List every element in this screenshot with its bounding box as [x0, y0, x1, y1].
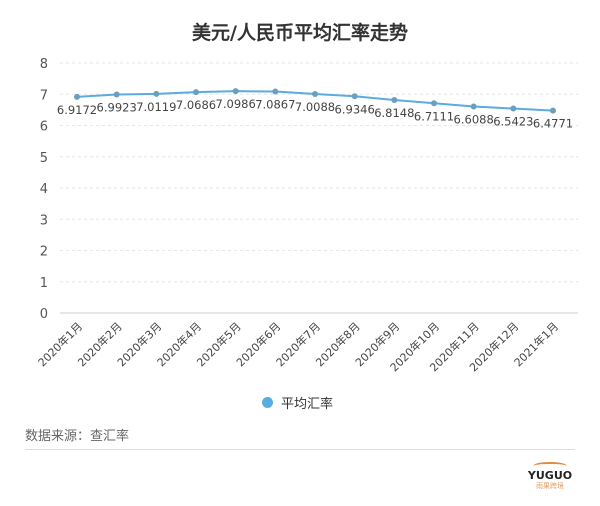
- data-label: 6.8148: [374, 106, 414, 120]
- y-tick-label: 5: [40, 151, 48, 166]
- data-label: 7.0119: [136, 100, 176, 114]
- y-tick-label: 8: [40, 57, 48, 72]
- divider: [25, 449, 575, 450]
- data-point: [312, 90, 318, 97]
- data-label: 6.6088: [454, 112, 494, 126]
- line-chart: 0123456782020年1月2020年2月2020年3月2020年4月202…: [35, 57, 578, 374]
- data-point: [232, 88, 239, 95]
- y-tick-label: 0: [40, 307, 48, 322]
- data-label: 7.0686: [176, 98, 216, 112]
- data-source: 数据来源：查汇率: [25, 429, 130, 444]
- y-tick-label: 4: [40, 182, 48, 197]
- data-point: [510, 105, 517, 112]
- data-point: [431, 100, 437, 107]
- data-label: 7.0986: [216, 97, 256, 111]
- data-label: 6.5423: [493, 115, 533, 129]
- data-point: [550, 107, 556, 114]
- data-label: 6.9172: [57, 103, 97, 117]
- y-tick-label: 2: [40, 245, 48, 260]
- legend-marker: [262, 397, 273, 408]
- data-label: 7.0867: [255, 98, 295, 112]
- yuguo-logo: YUGUO 雨果跨境: [525, 462, 575, 491]
- y-tick-label: 7: [40, 88, 48, 103]
- data-point: [272, 88, 279, 95]
- data-label: 7.0088: [295, 100, 335, 114]
- data-point: [74, 93, 80, 100]
- data-label: 6.4771: [533, 117, 573, 131]
- y-tick-label: 1: [40, 276, 48, 291]
- data-point: [193, 89, 199, 96]
- data-point: [153, 90, 160, 97]
- data-label: 6.7111: [414, 109, 454, 123]
- legend[interactable]: 平均汇率: [262, 393, 333, 412]
- y-tick-label: 3: [40, 213, 48, 228]
- data-point: [351, 93, 358, 100]
- data-label: 6.9923: [97, 100, 137, 114]
- chart-title: 美元/人民币平均汇率走势: [192, 22, 408, 44]
- data-point: [113, 91, 120, 98]
- y-tick-label: 6: [40, 120, 48, 135]
- data-point: [470, 103, 477, 110]
- data-point: [391, 97, 398, 104]
- legend-label: 平均汇率: [281, 397, 334, 412]
- data-label: 6.9346: [335, 102, 375, 116]
